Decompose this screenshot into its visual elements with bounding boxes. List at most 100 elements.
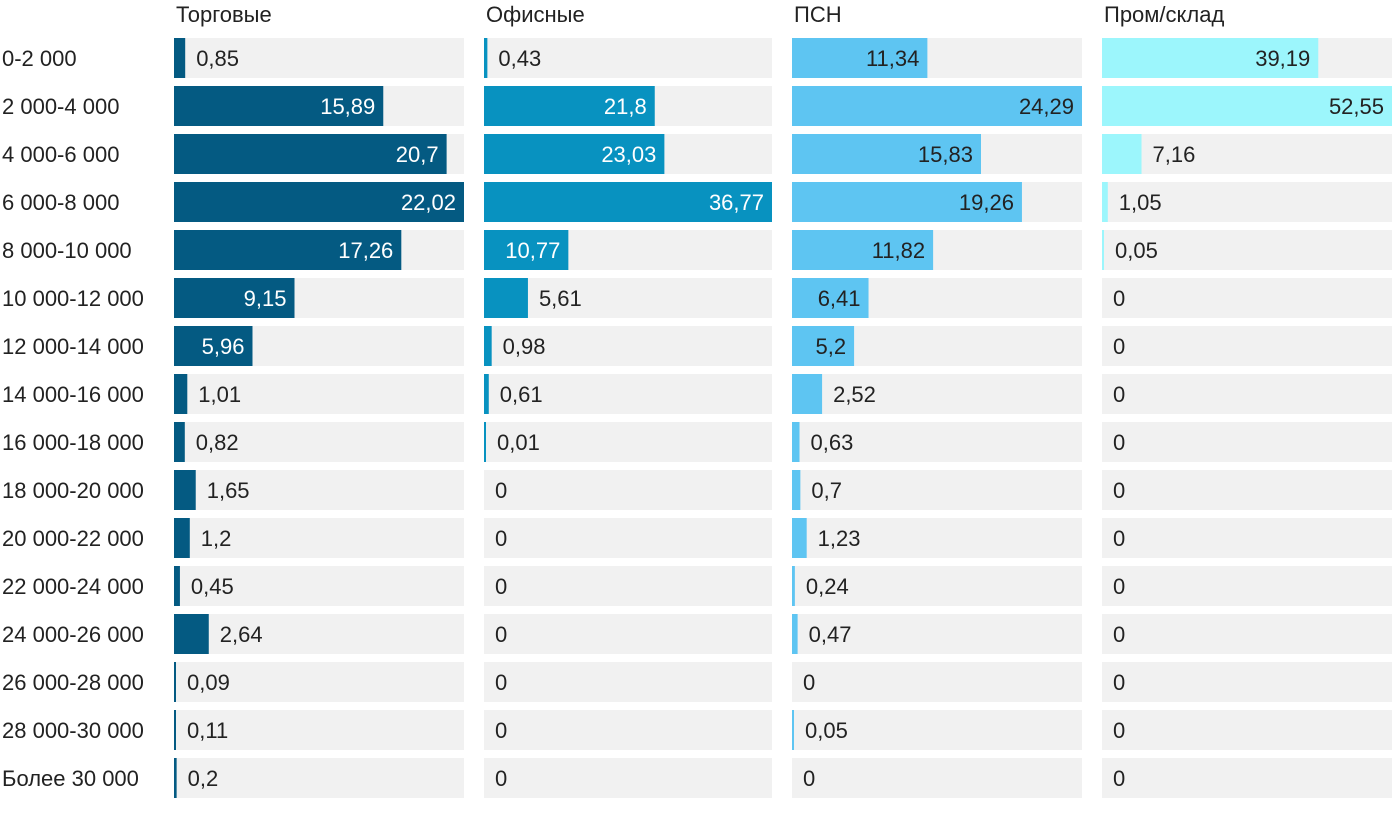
panel: ПСН 11,34 24,29 15,83 19,26 11,82 6,41 5,2 2,52 0… <box>792 2 1082 798</box>
data-label: 11,34 <box>866 46 919 71</box>
data-label: 0,47 <box>809 622 852 647</box>
bar-track <box>792 662 1082 702</box>
data-label: 0,11 <box>187 718 228 743</box>
bar <box>484 134 665 174</box>
data-label: 0 <box>803 766 815 791</box>
bar-track <box>174 38 464 78</box>
bar <box>792 710 794 750</box>
data-label: 1,65 <box>207 478 250 503</box>
bar <box>174 614 209 654</box>
bar <box>484 278 528 318</box>
data-label: 0,82 <box>196 430 239 455</box>
data-label: 0 <box>495 670 507 695</box>
bar-track <box>484 374 772 414</box>
data-label: 1,01 <box>198 382 241 407</box>
bar-track <box>792 758 1082 798</box>
data-label: 36,77 <box>709 190 764 215</box>
bar-track <box>174 614 464 654</box>
data-label: 0 <box>1113 478 1125 503</box>
bar <box>174 134 447 174</box>
data-label: 1,05 <box>1119 190 1162 215</box>
bar-track <box>1102 326 1392 366</box>
bar-track <box>792 470 1082 510</box>
data-label: 1,2 <box>201 526 232 551</box>
bar <box>174 422 185 462</box>
bar <box>1102 86 1392 126</box>
panels: Торговые 0,85 15,89 20,7 22,02 17,26 9,15 5,96 1… <box>174 2 1392 798</box>
category-label: 12 000-14 000 <box>2 334 144 359</box>
data-label: 0 <box>495 478 507 503</box>
panel-title: ПСН <box>794 2 842 27</box>
data-label: 39,19 <box>1255 46 1310 71</box>
category-label: 28 000-30 000 <box>2 718 144 743</box>
category-label: 18 000-20 000 <box>2 478 144 503</box>
bar-track <box>792 566 1082 606</box>
category-label: 2 000-4 000 <box>2 94 119 119</box>
data-label: 10,77 <box>505 238 560 263</box>
bar <box>174 326 253 366</box>
bar <box>792 614 798 654</box>
data-label: 0,09 <box>187 670 230 695</box>
bar <box>792 278 869 318</box>
data-label: 0 <box>495 622 507 647</box>
data-label: 0 <box>1113 334 1125 359</box>
category-label: 16 000-18 000 <box>2 430 144 455</box>
bar <box>792 38 928 78</box>
bar-track <box>174 422 464 462</box>
data-label: 11,82 <box>872 238 925 263</box>
bar <box>484 38 488 78</box>
bar-track <box>174 518 464 558</box>
bar-track <box>1102 710 1392 750</box>
data-label: 15,83 <box>918 142 973 167</box>
panel-title: Торговые <box>176 2 272 27</box>
category-label: Более 30 000 <box>2 766 139 791</box>
category-label: 10 000-12 000 <box>2 286 144 311</box>
category-label: 4 000-6 000 <box>2 142 119 167</box>
data-label: 0 <box>495 526 507 551</box>
bar-track <box>484 758 772 798</box>
bar <box>174 518 190 558</box>
data-label: 17,26 <box>338 238 393 263</box>
bar <box>174 710 176 750</box>
bar <box>174 86 384 126</box>
bar-track <box>1102 662 1392 702</box>
data-label: 0,2 <box>188 766 219 791</box>
bar <box>792 86 1082 126</box>
data-label: 0,24 <box>806 574 849 599</box>
data-label: 0,45 <box>191 574 234 599</box>
data-label: 0,85 <box>196 46 239 71</box>
data-label: 24,29 <box>1019 94 1074 119</box>
data-label: 0,43 <box>498 46 541 71</box>
bar-track <box>174 662 464 702</box>
data-label: 2,52 <box>833 382 876 407</box>
bar <box>174 278 295 318</box>
data-label: 1,23 <box>818 526 861 551</box>
bar <box>174 38 186 78</box>
data-label: 7,16 <box>1153 142 1196 167</box>
bar <box>484 374 489 414</box>
data-label: 0,7 <box>811 478 842 503</box>
bar <box>174 230 402 270</box>
data-label: 0,05 <box>1115 238 1158 263</box>
category-label: 6 000-8 000 <box>2 190 119 215</box>
data-label: 5,2 <box>815 334 846 359</box>
bar <box>792 134 981 174</box>
bar-track <box>1102 758 1392 798</box>
bar-track <box>792 374 1082 414</box>
data-label: 0 <box>1113 718 1125 743</box>
bar-track <box>484 566 772 606</box>
data-label: 5,96 <box>202 334 245 359</box>
bar-track <box>792 614 1082 654</box>
bar <box>792 518 807 558</box>
bar <box>792 566 795 606</box>
bar-track <box>484 326 772 366</box>
row-labels: 0-2 000 2 000-4 000 4 000-6 000 6 000-8 000… <box>2 46 144 791</box>
category-label: 24 000-26 000 <box>2 622 144 647</box>
bar-track <box>174 470 464 510</box>
bar <box>792 326 855 366</box>
data-label: 22,02 <box>401 190 456 215</box>
data-label: 0 <box>1113 430 1125 455</box>
category-label: 22 000-24 000 <box>2 574 144 599</box>
bar <box>1102 38 1319 78</box>
